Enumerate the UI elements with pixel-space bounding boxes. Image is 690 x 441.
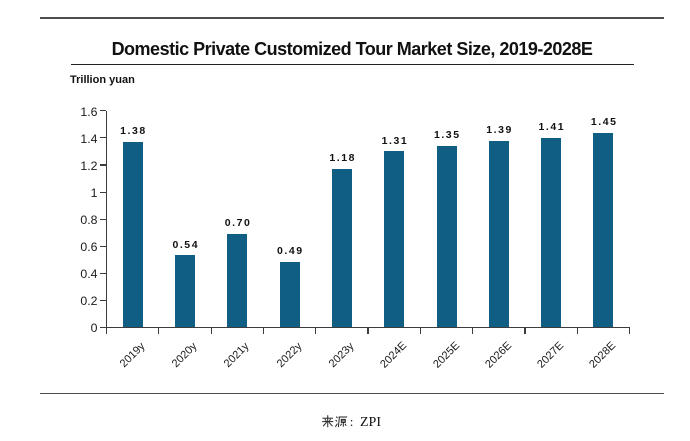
svg-text::: : xyxy=(350,414,354,429)
svg-text:ZPI: ZPI xyxy=(360,415,381,429)
